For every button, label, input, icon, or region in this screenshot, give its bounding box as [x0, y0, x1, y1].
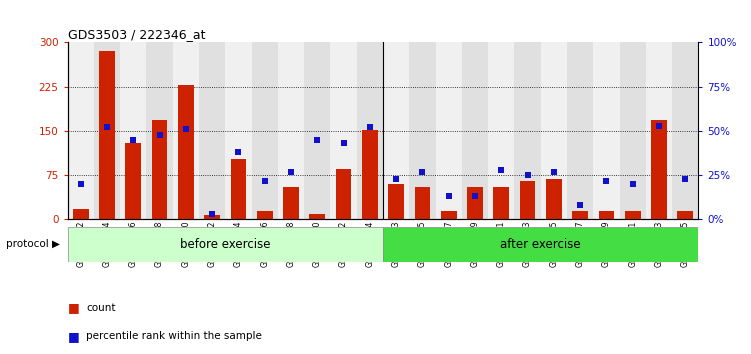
Bar: [520, 181, 535, 219]
Text: before exercise: before exercise: [180, 238, 270, 251]
Point: [75, 181, 87, 187]
Bar: [620, 42, 646, 219]
Bar: [283, 187, 299, 219]
Bar: [625, 211, 641, 219]
Bar: [383, 42, 409, 219]
Bar: [225, 42, 252, 219]
Bar: [651, 120, 667, 219]
Bar: [68, 227, 383, 262]
Bar: [94, 42, 120, 219]
Bar: [546, 179, 562, 219]
Point: [338, 141, 350, 146]
Bar: [567, 42, 593, 219]
Point: [575, 202, 587, 208]
Bar: [362, 130, 378, 219]
Bar: [436, 42, 462, 219]
Bar: [204, 215, 220, 219]
Bar: [572, 211, 588, 219]
Point: [128, 137, 140, 143]
Point: [496, 167, 508, 173]
Point: [469, 194, 481, 199]
Bar: [415, 187, 430, 219]
Bar: [146, 42, 173, 219]
Bar: [467, 187, 483, 219]
Point: [101, 125, 113, 130]
Point: [312, 137, 324, 143]
Bar: [514, 42, 541, 219]
Point: [679, 176, 691, 182]
Bar: [257, 211, 273, 219]
Point: [443, 194, 455, 199]
Bar: [336, 169, 351, 219]
Text: GDS3503 / 222346_at: GDS3503 / 222346_at: [68, 28, 205, 41]
Point: [548, 169, 560, 175]
Bar: [672, 42, 698, 219]
Bar: [357, 42, 383, 219]
Bar: [199, 42, 225, 219]
Text: ■: ■: [68, 302, 83, 314]
Point: [154, 132, 166, 137]
Point: [233, 149, 245, 155]
Bar: [541, 42, 567, 219]
Bar: [252, 42, 278, 219]
Text: ■: ■: [68, 330, 83, 343]
Text: after exercise: after exercise: [500, 238, 581, 251]
Point: [391, 176, 403, 182]
Bar: [309, 213, 325, 219]
Bar: [388, 184, 404, 219]
Bar: [304, 42, 330, 219]
Point: [416, 169, 428, 175]
Bar: [152, 120, 167, 219]
Text: protocol ▶: protocol ▶: [6, 239, 60, 249]
Bar: [73, 209, 89, 219]
Bar: [441, 211, 457, 219]
Bar: [383, 227, 698, 262]
Point: [521, 172, 533, 178]
Bar: [278, 42, 304, 219]
Bar: [493, 187, 509, 219]
Point: [180, 126, 192, 132]
Bar: [178, 85, 194, 219]
Bar: [599, 211, 614, 219]
Bar: [330, 42, 357, 219]
Bar: [68, 42, 94, 219]
Point: [285, 169, 297, 175]
Point: [364, 125, 376, 130]
Bar: [677, 211, 693, 219]
Bar: [462, 42, 488, 219]
Point: [206, 211, 219, 217]
Bar: [99, 51, 115, 219]
Point: [626, 181, 638, 187]
Bar: [173, 42, 199, 219]
Bar: [593, 42, 620, 219]
Bar: [409, 42, 436, 219]
Bar: [646, 42, 672, 219]
Bar: [120, 42, 146, 219]
Point: [653, 123, 665, 129]
Text: percentile rank within the sample: percentile rank within the sample: [86, 331, 262, 341]
Bar: [125, 143, 141, 219]
Point: [258, 178, 271, 183]
Text: count: count: [86, 303, 116, 313]
Bar: [231, 159, 246, 219]
Point: [601, 178, 613, 183]
Bar: [488, 42, 514, 219]
